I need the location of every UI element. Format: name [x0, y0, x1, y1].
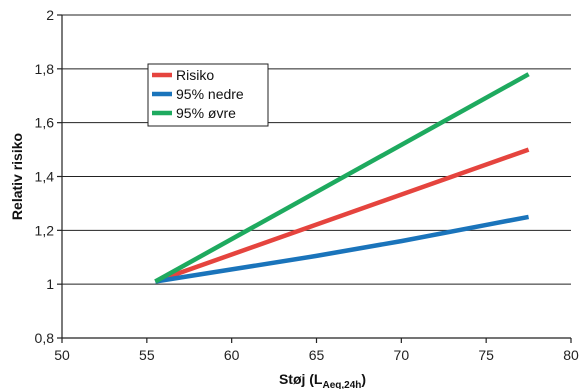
series-line-95-vre	[154, 72, 530, 284]
y-axis-title: Relativ risiko	[9, 133, 25, 220]
y-tick-label: 1,8	[35, 61, 55, 77]
x-tick-label: 55	[139, 347, 155, 363]
x-axis-title: Støj (LAeq,24h)	[279, 371, 366, 389]
axes	[57, 14, 572, 343]
legend-label: 95% øvre	[176, 105, 236, 121]
y-tick-label: 1,2	[35, 222, 55, 238]
x-tick-label: 65	[309, 347, 325, 363]
series-layer	[154, 72, 530, 284]
grid-lines	[62, 14, 571, 285]
x-tick-label: 80	[563, 347, 579, 363]
x-tick-label: 75	[478, 347, 494, 363]
y-tick-label: 0,8	[35, 330, 55, 346]
legend-label: Risiko	[176, 67, 214, 83]
y-tick-label: 2	[46, 7, 54, 23]
x-tick-label: 50	[54, 347, 70, 363]
y-tick-label: 1,6	[35, 115, 55, 131]
series-line-95-nedre	[154, 214, 530, 284]
x-axis-title-main: Støj (L	[279, 371, 323, 387]
legend: Risiko 95% nedre 95% øvre	[147, 63, 269, 127]
x-tick-label: 70	[394, 347, 410, 363]
x-tick-label: 60	[224, 347, 240, 363]
x-axis-title-subscript: Aeq,24h	[322, 380, 361, 389]
series-line-risiko	[154, 147, 530, 284]
y-tick-label: 1,4	[35, 169, 55, 185]
legend-label: 95% nedre	[176, 86, 244, 102]
tick-labels: 0,8 1 1,2 1,4 1,6 1,8 2 50 55 60 65 70 75 80	[35, 7, 579, 363]
y-tick-label: 1	[46, 276, 54, 292]
x-axis-title-suffix: )	[361, 371, 366, 387]
